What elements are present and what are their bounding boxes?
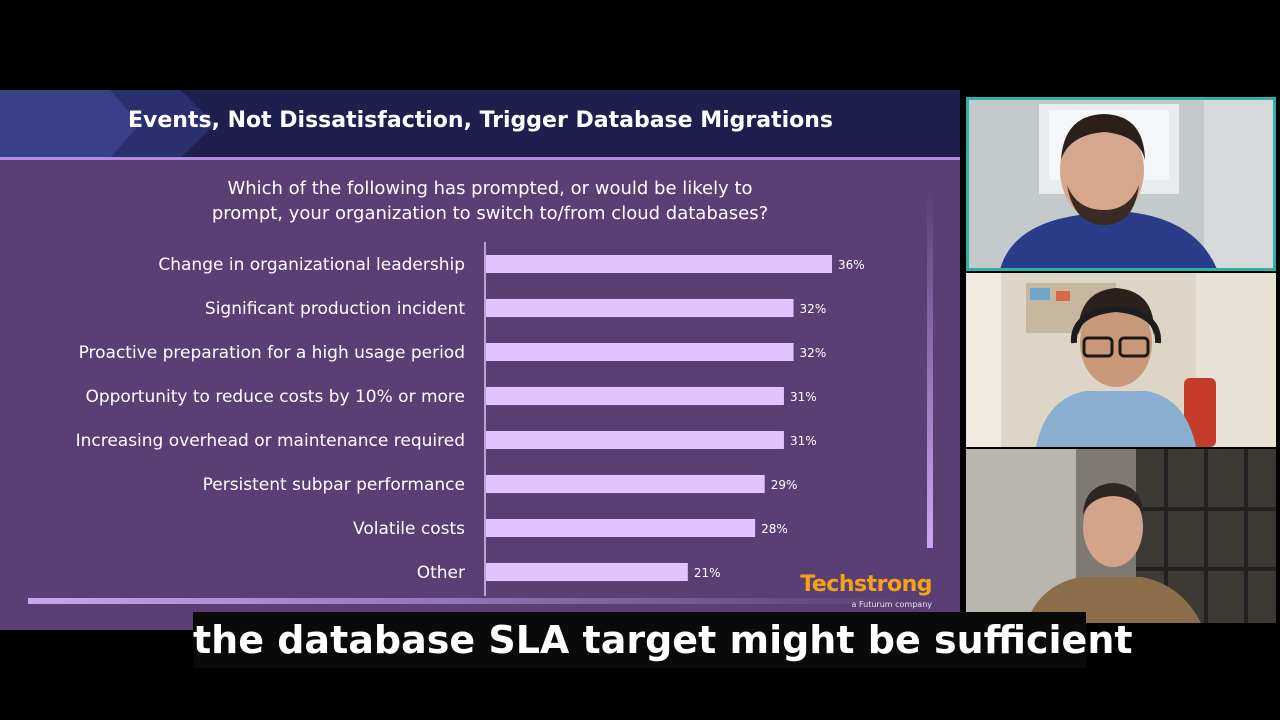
bar [486,431,784,449]
bar [486,255,832,273]
value-label: 21% [694,566,721,580]
subtitle-caption: the database SLA target might be suffici… [193,612,1133,668]
survey-question-line-1: Which of the following has prompted, or … [227,178,753,199]
value-label: 32% [800,346,827,360]
slide-title: Events, Not Dissatisfaction, Trigger Dat… [128,108,834,133]
category-label: Persistent subpar performance [203,475,465,495]
participant-video-2[interactable] [966,273,1276,447]
category-label: Change in organizational leadership [158,255,465,275]
techstrong-logo: Techstrong a Futurum company [798,572,938,612]
header-divider [0,157,960,160]
bar [486,299,794,317]
participant-2-image [966,273,1276,447]
slide-header: Events, Not Dissatisfaction, Trigger Dat… [0,90,960,158]
decorative-horizontal-bar [28,598,908,604]
value-label: 36% [838,258,865,272]
bar [486,475,765,493]
category-label: Other [417,563,465,583]
value-label: 32% [800,302,827,316]
bar [486,343,794,361]
value-label: 29% [771,478,798,492]
bar [486,387,784,405]
logo-tagline: a Futurum company [851,600,932,609]
participant-video-1[interactable] [966,97,1276,271]
survey-question: Which of the following has prompted, or … [140,176,840,226]
value-label: 28% [761,522,788,536]
value-label: 31% [790,434,817,448]
category-label: Opportunity to reduce costs by 10% or mo… [85,387,465,407]
logo-wordmark: Techstrong [800,572,932,597]
presentation-slide: Events, Not Dissatisfaction, Trigger Dat… [0,90,960,630]
bar [486,563,688,581]
category-label: Proactive preparation for a high usage p… [79,343,465,363]
bar [486,519,756,537]
category-label: Volatile costs [353,519,465,539]
category-label: Increasing overhead or maintenance requi… [76,431,465,451]
value-label: 31% [790,390,817,404]
participant-1-image [969,100,1273,268]
decorative-vertical-bar [927,190,933,548]
participant-video-3[interactable] [966,449,1276,623]
header-chevron-inner [0,90,140,158]
participant-3-image [966,449,1276,623]
bar-chart: Change in organizational leadership 36% Si… [76,242,865,596]
category-label: Significant production incident [205,299,465,319]
survey-question-line-2: prompt, your organization to switch to/f… [211,203,769,224]
